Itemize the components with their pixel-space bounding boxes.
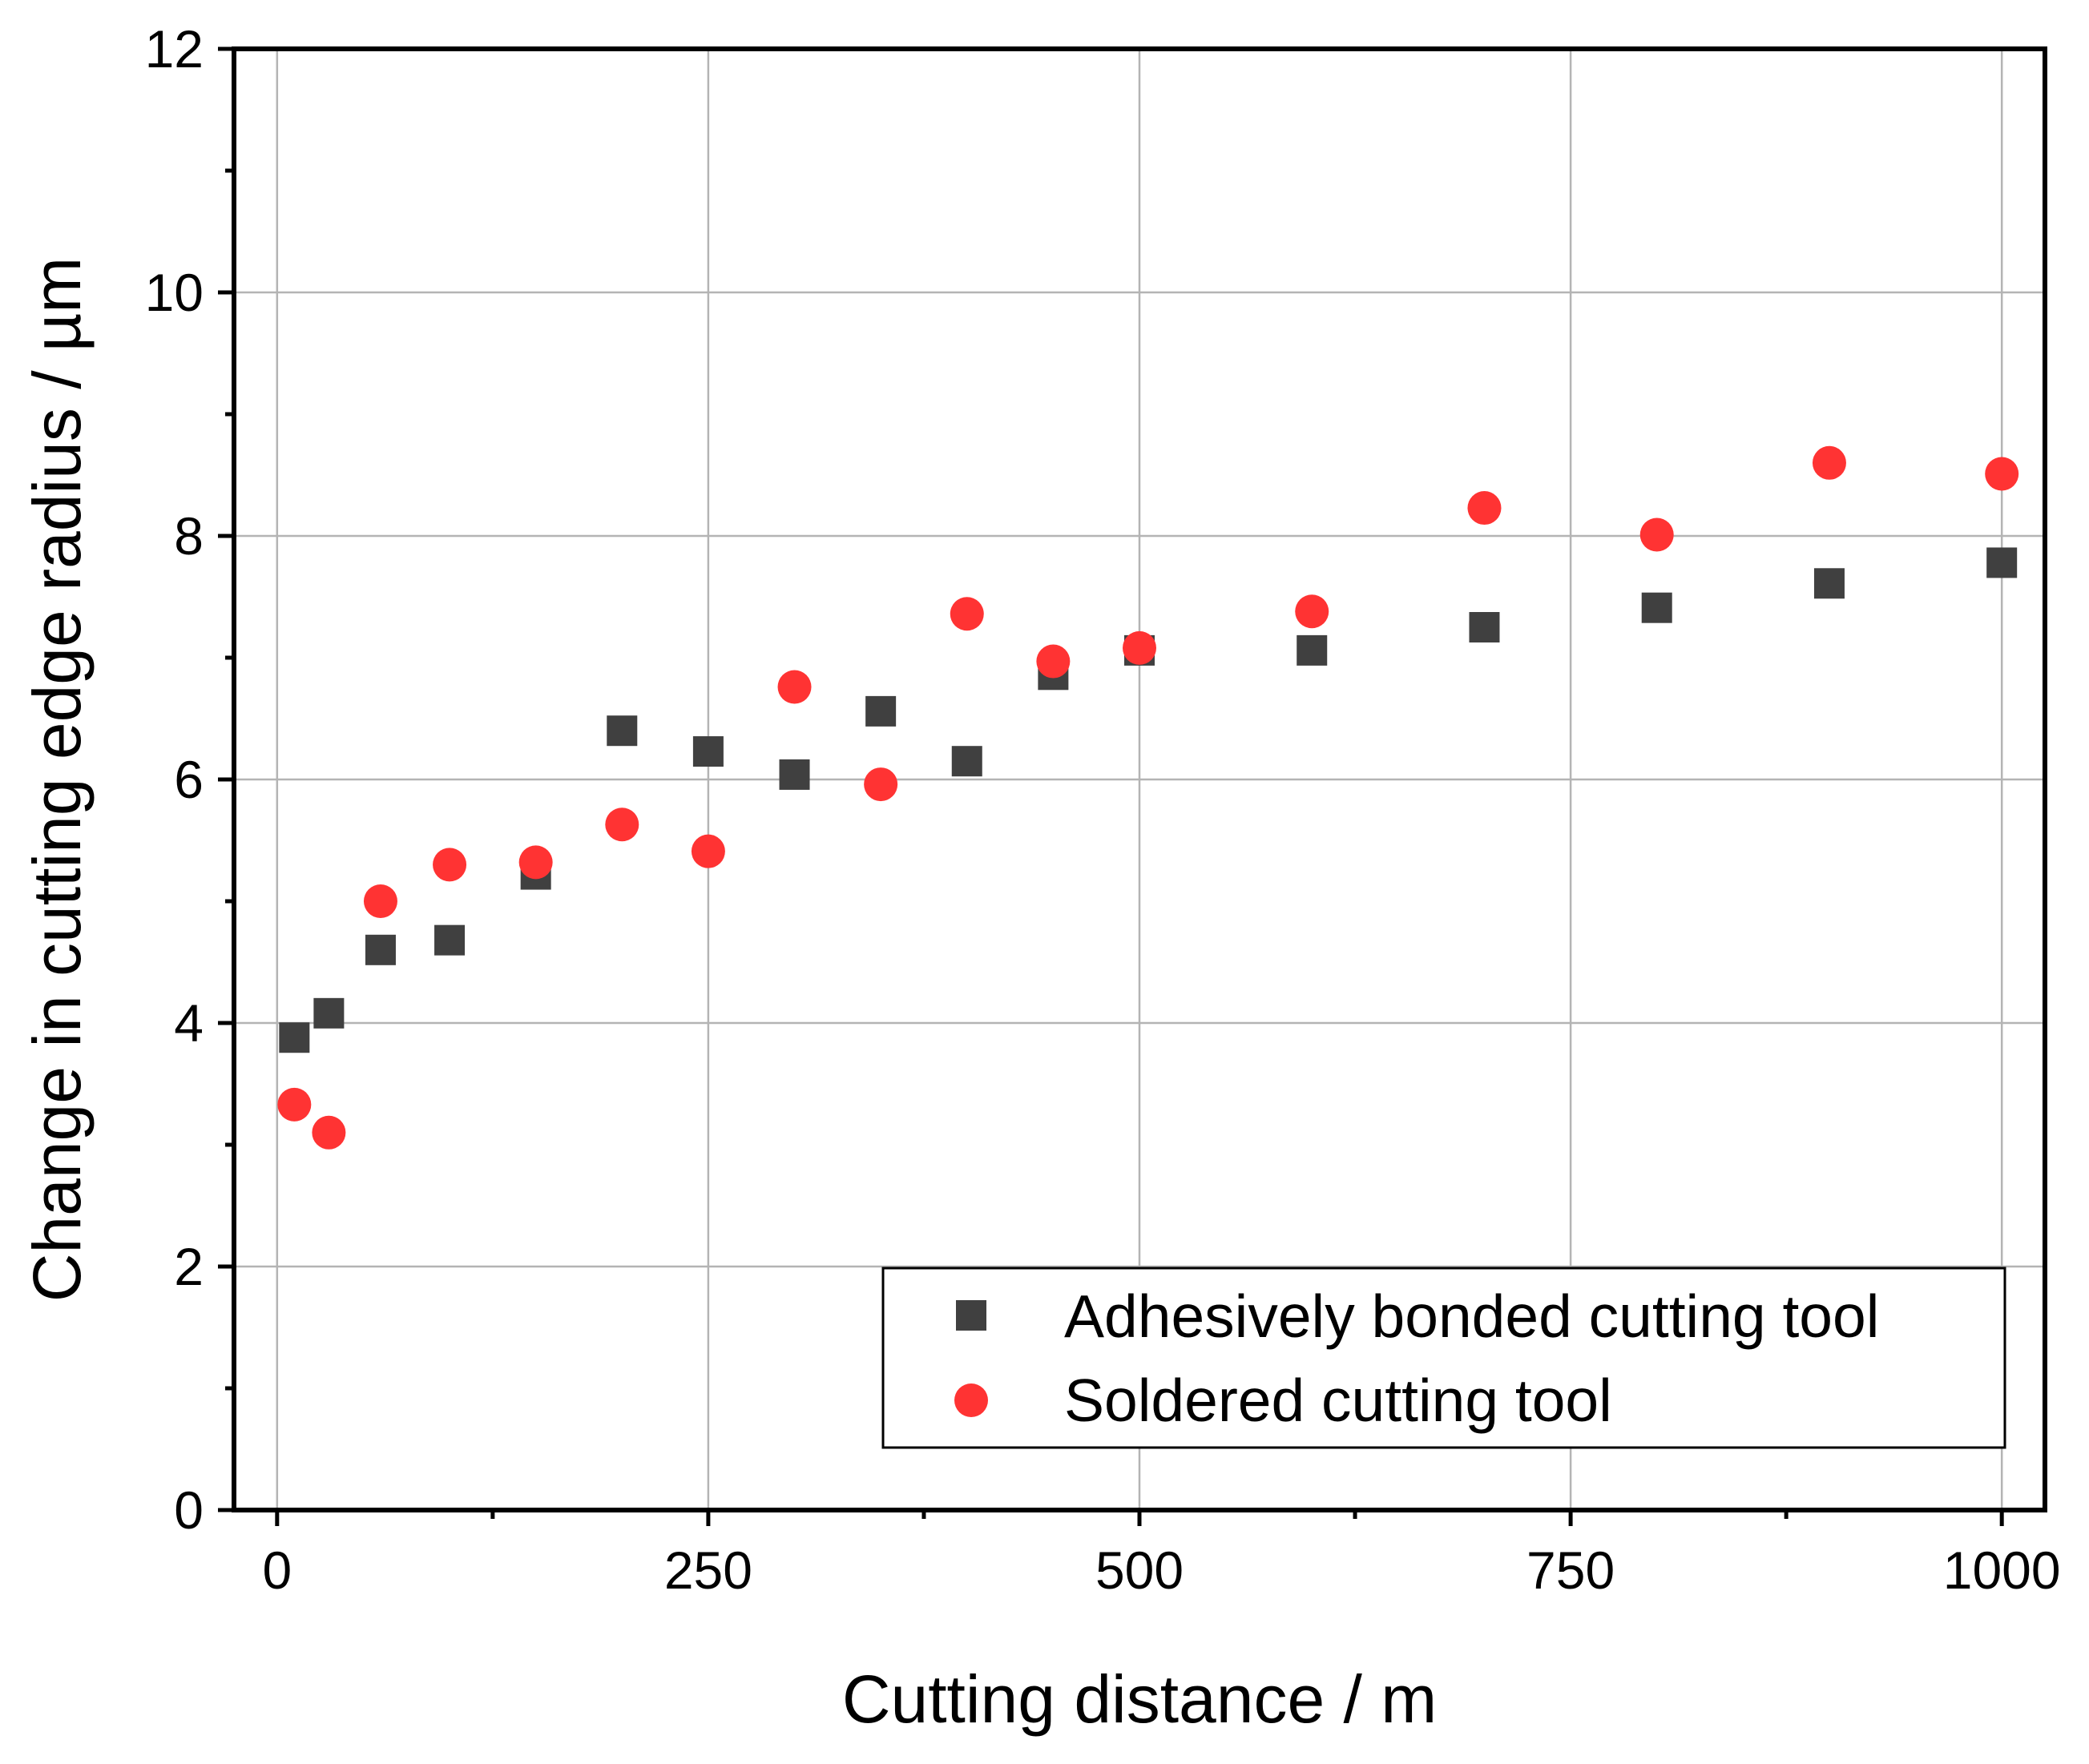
data-markers	[277, 445, 2019, 1150]
x-tick-label: 1000	[1943, 1540, 2061, 1600]
plot-frame	[232, 46, 2047, 1512]
legend: Adhesively bonded cutting tool Soldered …	[881, 1267, 2006, 1449]
axis-ticks	[218, 46, 2004, 1526]
y-axis-title: Change in cutting edge radius / µm	[19, 257, 95, 1303]
x-axis-title: Cutting distance / m	[842, 1661, 1437, 1737]
data-point-soldered	[363, 884, 397, 918]
data-point-soldered	[605, 807, 639, 842]
data-point-adhesive	[1641, 592, 1672, 623]
data-point-adhesive	[365, 934, 396, 965]
data-point-adhesive	[1986, 547, 2018, 578]
data-point-adhesive	[279, 1022, 310, 1053]
data-point-adhesive	[1469, 612, 1500, 642]
x-tick-label: 500	[1095, 1540, 1184, 1600]
data-point-adhesive	[607, 715, 638, 747]
data-point-soldered	[277, 1087, 312, 1122]
y-tick-label: 4	[174, 993, 204, 1053]
data-point-adhesive	[692, 736, 724, 767]
data-point-soldered	[1036, 644, 1071, 679]
data-point-soldered	[1812, 445, 1846, 480]
data-point-soldered	[1467, 491, 1502, 526]
data-point-soldered	[777, 670, 812, 704]
data-point-soldered	[312, 1115, 346, 1150]
legend-marker-adhesive	[956, 1300, 986, 1331]
y-tick-label: 0	[174, 1480, 204, 1540]
y-tick-label: 12	[145, 19, 204, 79]
data-point-adhesive	[313, 997, 345, 1029]
legend-marker-soldered	[954, 1383, 988, 1417]
x-tick-label: 250	[664, 1540, 752, 1600]
grid-lines	[234, 49, 2045, 1510]
y-tick-label: 2	[174, 1237, 204, 1296]
data-point-soldered	[1295, 594, 1329, 629]
data-point-adhesive	[951, 746, 982, 777]
x-axis-tick-labels: 0 250 500 750 1000	[262, 1540, 2060, 1600]
data-point-soldered	[691, 834, 725, 868]
y-tick-label: 10	[145, 263, 204, 322]
legend-box	[881, 1267, 2006, 1449]
legend-label-adhesive: Adhesively bonded cutting tool	[1064, 1283, 1879, 1350]
y-axis-tick-labels: 0 2 4 6 8 10 12	[145, 19, 204, 1540]
data-point-adhesive	[1297, 634, 1328, 666]
x-tick-label: 0	[262, 1540, 292, 1600]
data-point-soldered	[518, 845, 553, 880]
x-tick-label: 750	[1526, 1540, 1615, 1600]
data-point-adhesive	[434, 924, 466, 956]
data-point-adhesive	[865, 695, 897, 727]
data-point-adhesive	[1813, 568, 1845, 599]
data-point-adhesive	[779, 759, 810, 790]
y-tick-label: 6	[174, 750, 204, 809]
data-point-soldered	[1639, 518, 1674, 552]
legend-label-soldered: Soldered cutting tool	[1064, 1367, 1612, 1434]
data-point-soldered	[1985, 457, 2019, 491]
data-point-soldered	[864, 767, 898, 802]
data-point-soldered	[433, 848, 467, 882]
data-point-soldered	[1123, 630, 1156, 665]
data-point-soldered	[950, 597, 984, 631]
y-tick-label: 8	[174, 506, 204, 566]
